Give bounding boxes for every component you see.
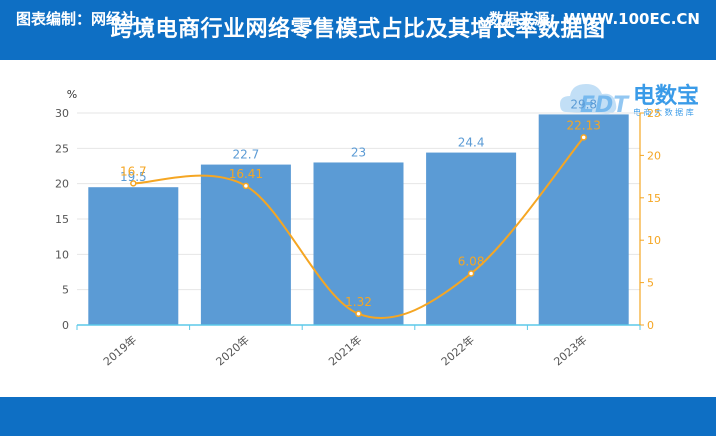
- bar: [88, 187, 179, 325]
- x-tick-label: 2020年: [213, 333, 252, 369]
- y2-tick-label: 10: [647, 234, 661, 247]
- footer-credit: 图表编制：网经社: [16, 10, 137, 28]
- y-tick-label: 25: [55, 142, 69, 155]
- bar-value-label: 29.8: [570, 97, 597, 111]
- y-tick-label: 5: [62, 284, 69, 297]
- y-axis-unit: %: [67, 88, 77, 101]
- y-tick-label: 20: [55, 178, 69, 191]
- y-tick-label: 15: [55, 213, 69, 226]
- x-tick-label: 2021年: [326, 333, 365, 369]
- bar-value-label: 23: [351, 145, 366, 159]
- y2-tick-label: 0: [647, 319, 654, 332]
- bar: [313, 162, 404, 325]
- bar-value-label: 24.4: [458, 136, 485, 150]
- line-value-label: 16.41: [229, 167, 263, 181]
- growth-point: [580, 134, 587, 141]
- growth-point: [130, 180, 137, 187]
- y2-tick-label: 5: [647, 277, 654, 290]
- brand-logo-sub: 电 商 大 数 据 库: [633, 108, 694, 117]
- bar: [426, 152, 517, 325]
- y2-tick-label: 25: [647, 107, 661, 120]
- y2-tick-label: 15: [647, 192, 661, 205]
- bar: [538, 114, 629, 325]
- growth-point: [242, 182, 250, 190]
- chart-title: 跨境电商行业网络零售模式占比及其增长率数据图: [110, 17, 606, 42]
- title-bar: [0, 0, 716, 60]
- growth-point: [355, 310, 362, 318]
- bar: [200, 164, 291, 325]
- x-tick-label: 2022年: [438, 333, 477, 369]
- brand-logo-cn: 电数宝: [633, 84, 700, 109]
- bar-value-label: 19.5: [120, 170, 147, 184]
- y-tick-label: 0: [62, 319, 69, 332]
- footer-source: 数据来源：WWW.100EC.CN: [489, 10, 700, 28]
- footer-bar: [0, 397, 716, 436]
- x-tick-label: 2019年: [100, 333, 139, 369]
- brand-logo-en: EDT: [580, 93, 629, 118]
- line-value-label: 1.32: [345, 295, 372, 309]
- brand-logo: [560, 84, 617, 114]
- x-tick-label: 2023年: [551, 333, 590, 369]
- y-tick-label: 30: [55, 107, 69, 120]
- growth-point: [467, 270, 475, 277]
- line-value-label: 16.7: [120, 164, 147, 178]
- y-tick-label: 10: [55, 248, 69, 261]
- line-value-label: 6.08: [458, 254, 485, 268]
- y2-tick-label: 20: [647, 149, 661, 162]
- bar-value-label: 22.7: [233, 148, 260, 162]
- line-value-label: 22.13: [567, 118, 601, 132]
